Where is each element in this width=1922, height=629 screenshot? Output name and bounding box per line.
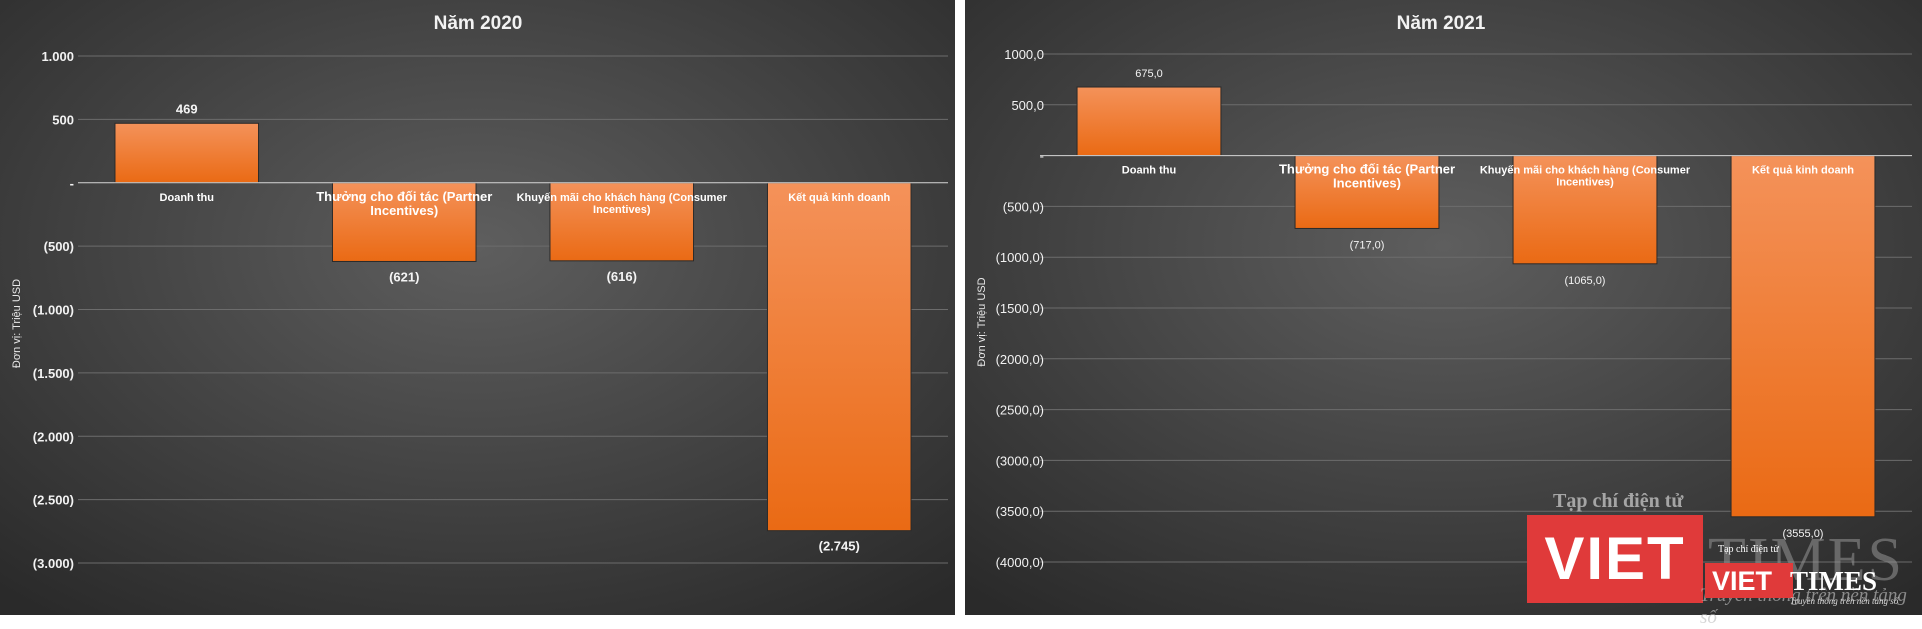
y-tick-label: (2500,0)	[996, 403, 1044, 418]
y-tick-label: (3.000)	[33, 556, 74, 571]
y-axis-label: Đơn vị: Triệu USD	[11, 279, 23, 368]
y-tick-label: 500,0	[1011, 98, 1044, 113]
y-tick-label: (2.500)	[33, 493, 74, 508]
bar-1	[114, 122, 260, 184]
y-tick-label: (1000,0)	[996, 250, 1044, 265]
y-tick-label: -	[70, 176, 74, 191]
y-tick-label: (4000,0)	[996, 555, 1044, 570]
category-label-1: Doanh thu	[1122, 165, 1176, 177]
chart-panel-2020: Năm 2020 1.000 500 - (500) (1.000) (1.500) (2.0…	[0, 0, 955, 615]
watermark-small-viet: VIET	[1712, 566, 1773, 596]
watermark-small-badge	[1705, 563, 1793, 598]
bar-4	[766, 182, 912, 532]
watermark-tagline-top: Tạp chí điện tử	[1553, 490, 1684, 512]
data-label-4: (2.745)	[819, 539, 860, 554]
bar-3	[549, 182, 695, 262]
y-tick-label: (3500,0)	[996, 504, 1044, 519]
y-tick-label: (1500,0)	[996, 301, 1044, 316]
y-tick-label: (2.000)	[33, 429, 74, 444]
watermark-small-slogan: Truyền thông trên nền tảng số	[1790, 596, 1899, 606]
data-label-3: (616)	[607, 269, 637, 284]
watermark-small-tagline: Tạp chí điện tử	[1718, 544, 1779, 555]
y-tick-label: (1.500)	[33, 366, 74, 381]
y-tick-label: (2000,0)	[996, 352, 1044, 367]
data-label-3: (1065,0)	[1565, 275, 1606, 287]
data-label-4: (3555,0)	[1783, 528, 1824, 540]
category-label-1: Doanh thu	[160, 192, 214, 204]
category-label-2: Thưởng cho đối tác (Partner Incentives)	[316, 189, 492, 218]
watermark-viet-block: VIET	[1527, 515, 1703, 603]
data-label-1: 469	[176, 101, 198, 116]
category-label-4: Kết quả kinh doanh	[1752, 165, 1854, 177]
y-tick-label: (500,0)	[1003, 199, 1044, 214]
bar-1	[1076, 86, 1222, 157]
y-tick-label: 1.000	[41, 49, 74, 64]
category-label-3: Khuyến mãi cho khách hàng (Consumer Incen…	[1480, 165, 1691, 189]
category-label-3: Khuyến mãi cho khách hàng (Consumer Incen…	[517, 192, 728, 216]
chart-2020: Năm 2020 1.000 500 - (500) (1.000) (1.500) (2.0…	[0, 0, 955, 615]
chart-panel-2021: Năm 20211000,0500,0-(500,0)(1000,0)(1500…	[965, 0, 1922, 615]
watermark-small-times: TIMES	[1790, 566, 1878, 596]
data-label-2: (717,0)	[1350, 239, 1385, 251]
data-label-2: (621)	[389, 269, 419, 284]
y-tick-label: (3000,0)	[996, 453, 1044, 468]
category-label-2: Thưởng cho đối tác (Partner Incentives)	[1279, 162, 1455, 191]
y-tick-label: 1000,0	[1004, 47, 1044, 62]
bar-2	[1294, 155, 1440, 229]
chart-2021: Năm 20211000,0500,0-(500,0)(1000,0)(1500…	[965, 0, 1922, 615]
chart-title: Năm 2021	[1397, 13, 1486, 34]
y-tick-label: 500	[52, 112, 74, 127]
category-label-4: Kết quả kinh doanh	[788, 192, 890, 204]
y-tick-label: (500)	[44, 239, 74, 254]
bar-3	[1512, 155, 1658, 265]
bar-2	[331, 182, 477, 262]
chart-title: Năm 2020	[434, 13, 523, 34]
data-label-1: 675,0	[1135, 68, 1163, 80]
bar-4	[1730, 155, 1876, 518]
y-axis-label: Đơn vị: Triệu USD	[976, 277, 988, 366]
y-tick-label: (1.000)	[33, 303, 74, 318]
